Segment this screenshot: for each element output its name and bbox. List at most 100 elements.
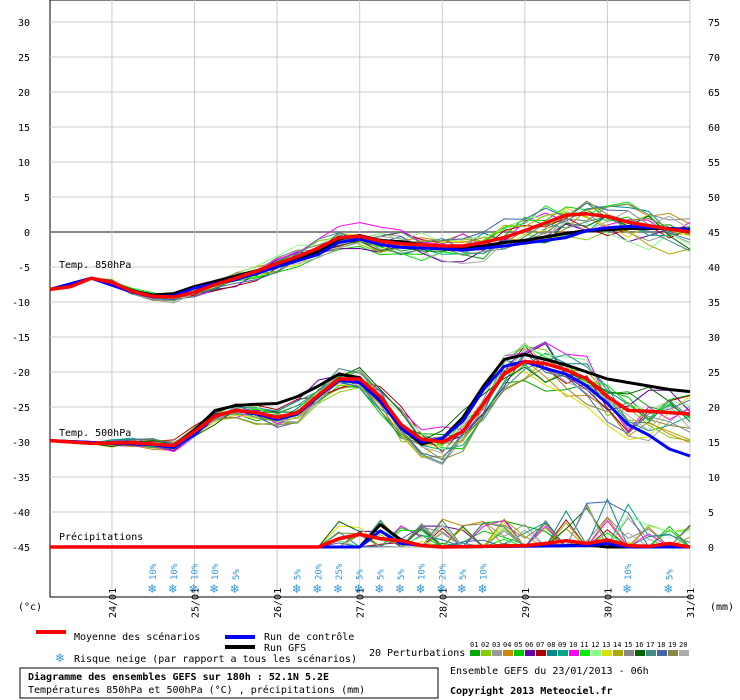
snow-risk-label: 5% (232, 569, 242, 580)
perturbation-id: 17 (646, 641, 654, 649)
x-tick-label: 29/01 (521, 588, 532, 618)
perturbation-swatch (503, 650, 513, 656)
legend-gfs-label: Run GFS (264, 643, 306, 654)
snow-risk-label: 10% (480, 563, 490, 580)
panel-label-t850: Temp. 850hPa (59, 260, 131, 271)
snowflake-icon: ❄ (663, 582, 673, 596)
snow-risk-label: 10% (418, 563, 428, 580)
snowflake-icon: ❄ (395, 582, 405, 596)
snow-risk-label: 20% (314, 563, 324, 580)
left-tick-label: -35 (12, 473, 30, 484)
perturbation-id: 06 (525, 641, 533, 649)
perturbation-line (49, 353, 691, 464)
snow-risk-label: 5% (459, 569, 469, 580)
perturbation-swatch (668, 650, 678, 656)
right-tick-label: 35 (708, 298, 720, 309)
left-axis-ticks: 30 25 20 15 10 5 0 -5 -10 -15 -20 -25 -30 -35 -40 -45 (12, 18, 30, 554)
x-tick-label: 28/01 (438, 588, 449, 618)
legend-mean-label: Moyenne des scénarios (74, 631, 200, 643)
snowflake-icon: ❄ (374, 582, 384, 596)
snow-risk-label: 10% (211, 563, 221, 580)
x-tick-label: 26/01 (273, 588, 284, 618)
right-tick-label: 75 (708, 18, 720, 29)
snow-risk-label: 5% (397, 569, 407, 580)
snowflake-icon: ❄ (436, 582, 446, 596)
left-tick-label: 25 (18, 53, 30, 64)
perturbation-line (49, 212, 691, 299)
snow-risk-label: 25% (335, 563, 345, 580)
snowflake-icon: ❄ (478, 582, 488, 596)
left-tick-label: 20 (18, 88, 30, 99)
perturbation-swatch (613, 650, 623, 656)
perturbation-swatch (657, 650, 667, 656)
perturbation-id: 20 (679, 641, 687, 649)
snowflake-icon: ❄ (292, 582, 302, 596)
perturbation-swatch (525, 650, 535, 656)
left-tick-label: -30 (12, 438, 30, 449)
perturbation-swatch (591, 650, 601, 656)
right-tick-label: 50 (708, 193, 720, 204)
perturbation-id: 12 (591, 641, 599, 649)
perturbation-swatch (558, 650, 568, 656)
right-tick-label: 30 (708, 333, 720, 344)
right-tick-label: 40 (708, 263, 720, 274)
snowflake-icon: ❄ (457, 582, 467, 596)
right-tick-label: 65 (708, 88, 720, 99)
snowflake-icon: ❄ (354, 582, 364, 596)
footer-box (19, 667, 439, 699)
x-axis-labels: 24/01 25/01 26/01 27/01 28/01 29/01 30/01 31/01 (108, 588, 697, 618)
snowflake-icon: ❄ (168, 582, 178, 596)
left-tick-label: -20 (12, 368, 30, 379)
legend-control-label: Run de contrôle (264, 631, 354, 643)
perturbation-id: 01 (470, 641, 478, 649)
perturbation-line (49, 210, 691, 300)
snow-risk-label: 5% (376, 569, 386, 580)
right-tick-label: 70 (708, 53, 720, 64)
perturbation-swatch (602, 650, 612, 656)
perturbation-swatch (470, 650, 480, 656)
legend-perturbations-label: 20 Perturbations (369, 648, 465, 659)
x-tick-label: 27/01 (356, 588, 367, 618)
snow-risk-label: 20% (438, 563, 448, 580)
left-tick-label: -10 (12, 298, 30, 309)
snowflake-icon: ❄ (230, 582, 240, 596)
right-tick-label: 55 (708, 158, 720, 169)
left-tick-label: 30 (18, 18, 30, 29)
perturbation-line (49, 215, 691, 298)
perturbation-id: 10 (569, 641, 577, 649)
left-tick-label: 10 (18, 158, 30, 169)
footer-run: Ensemble GEFS du 23/01/2013 - 06h (450, 666, 649, 677)
perturbation-id: 19 (668, 641, 676, 649)
perturbation-id: 08 (547, 641, 555, 649)
perturbation-swatch (536, 650, 546, 656)
perturbation-swatch (569, 650, 579, 656)
snow-risk-markers: 10% ❄ 10% ❄ 10% ❄ 10% ❄ 5% ❄ 5% ❄ 20% ❄ 25% ❄ 5% ❄ 5% ❄ 5% ❄ 1… (147, 563, 675, 596)
perturbation-id: 05 (514, 641, 522, 649)
right-tick-label: 5 (708, 508, 714, 519)
perturbation-id: 03 (492, 641, 500, 649)
perturbation-id: 07 (536, 641, 544, 649)
perturbation-id: 18 (657, 641, 665, 649)
right-tick-label: 60 (708, 123, 720, 134)
panel-label-precip: Précipitations (59, 531, 143, 543)
left-tick-label: -15 (12, 333, 30, 344)
x-tick-label: 31/01 (686, 588, 697, 618)
right-axis-unit: (mm) (710, 602, 734, 613)
x-tick-label: 25/01 (191, 588, 202, 618)
perturbation-swatch (646, 650, 656, 656)
footer-title: Diagramme des ensembles GEFS sur 180h : … (28, 671, 329, 683)
snowflake-icon: ❄ (622, 582, 632, 596)
perturbation-id: 13 (602, 641, 610, 649)
snow-risk-label: 5% (665, 569, 675, 580)
right-tick-label: 15 (708, 438, 720, 449)
snowflake-icon: ❄ (209, 582, 219, 596)
perturbation-swatch (514, 650, 524, 656)
left-tick-label: 5 (24, 193, 30, 204)
left-tick-label: -25 (12, 403, 30, 414)
left-tick-label: -40 (12, 508, 30, 519)
perturbation-swatch (624, 650, 634, 656)
svg-text:❄: ❄ (55, 651, 65, 665)
right-tick-label: 20 (708, 403, 720, 414)
right-tick-label: 25 (708, 368, 720, 379)
